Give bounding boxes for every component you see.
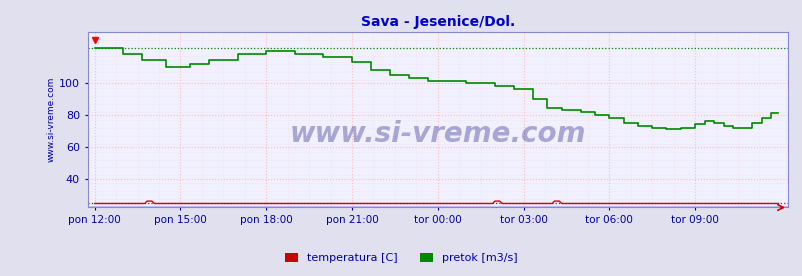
- Y-axis label: www.si-vreme.com: www.si-vreme.com: [47, 77, 56, 162]
- Title: Sava - Jesenice/Dol.: Sava - Jesenice/Dol.: [360, 15, 514, 29]
- Text: www.si-vreme.com: www.si-vreme.com: [290, 120, 585, 148]
- Legend: temperatura [C], pretok [m3/s]: temperatura [C], pretok [m3/s]: [280, 248, 522, 268]
